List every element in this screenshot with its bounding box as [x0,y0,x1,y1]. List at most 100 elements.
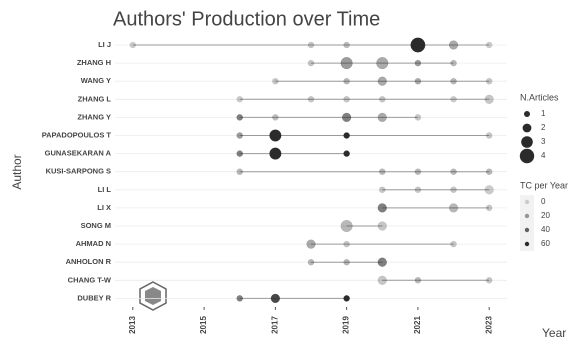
point [307,258,315,266]
legend-title: TC per Year [520,180,568,190]
legend-key [521,136,533,148]
legend-title: N.Articles [520,92,559,102]
legend-label: 1 [541,109,546,118]
y-tick-label: LI L [98,185,112,194]
legend-key [524,227,530,233]
point [377,257,387,267]
legend-key [524,241,530,247]
point [377,112,387,123]
point [343,132,350,139]
point [236,150,243,157]
legend-key-bg [520,209,534,223]
point [450,96,457,103]
legend-key [519,148,535,164]
point [450,77,457,85]
y-tick-label: PAPADOPOULOS T [42,130,112,139]
point [343,150,350,157]
y-tick-label: GUNASEKARAN A [45,149,112,158]
point [343,258,350,266]
point [448,203,459,213]
legend-label: 0 [541,197,546,206]
point [485,132,493,139]
point [306,239,316,249]
x-tick-label: 2021 [413,316,422,334]
point [343,41,350,49]
legend-key [524,111,530,117]
point [129,41,137,49]
point [340,57,353,70]
point [377,221,387,231]
point [414,277,422,284]
point [236,132,243,139]
point [377,275,387,285]
y-axis-title: Author [10,154,24,189]
point [450,59,457,67]
point [272,114,279,121]
x-tick-label: 2013 [128,316,137,334]
point [485,77,493,85]
point [340,219,353,233]
legend-label: 60 [541,239,550,248]
y-tick-label: WANG Y [81,76,111,85]
point [377,76,387,86]
y-tick-label: CHANG T-W [68,275,112,284]
point [307,96,315,103]
legend-key-bg [520,195,534,209]
legend-key [522,123,532,133]
y-tick-label: DUBEY R [77,293,111,302]
point [379,186,386,194]
legend-key [524,199,530,205]
point [414,59,422,67]
legend-key [524,213,530,219]
logo [139,281,167,311]
point [343,77,350,85]
point [414,186,422,194]
chart-title: Authors' Production over Time [113,8,380,30]
point [272,77,279,85]
point [236,96,243,103]
point [377,203,387,213]
point [269,147,282,160]
point [236,114,243,121]
point [414,77,422,85]
point [343,240,350,248]
x-axis-title: Year [542,326,566,338]
point [450,168,457,175]
point [414,114,422,121]
point [484,94,494,104]
point [343,295,350,302]
point [269,129,282,142]
y-tick-label: KUSI-SARPONG S [46,167,111,176]
point [450,240,457,248]
y-tick-label: ZHANG H [77,58,111,67]
y-tick-label: ZHANG Y [77,112,111,121]
legend-label: 4 [541,151,546,160]
point [236,168,243,175]
x-tick-label: 2023 [484,316,493,334]
legend-label: 40 [541,225,550,234]
point [485,204,493,212]
legend-label: 2 [541,123,546,132]
y-tick-label: LI J [98,40,111,49]
point [307,59,315,67]
point [379,168,386,175]
y-tick-label: SONG M [81,221,111,230]
x-tick-label: 2017 [270,316,279,334]
legend-label: 20 [541,211,550,220]
y-tick-label: ANHOLON R [66,257,112,266]
y-tick-label: LI X [97,203,111,212]
point [410,37,426,53]
point [450,186,457,194]
point [343,96,350,103]
point [485,41,493,49]
y-tick-label: AHMAD N [76,239,111,248]
point [414,168,422,175]
point [236,295,243,302]
point [270,293,281,304]
point [376,57,389,70]
legend-label: 3 [541,137,546,146]
point [379,96,386,103]
point [484,185,494,195]
x-tick-label: 2019 [342,316,351,334]
